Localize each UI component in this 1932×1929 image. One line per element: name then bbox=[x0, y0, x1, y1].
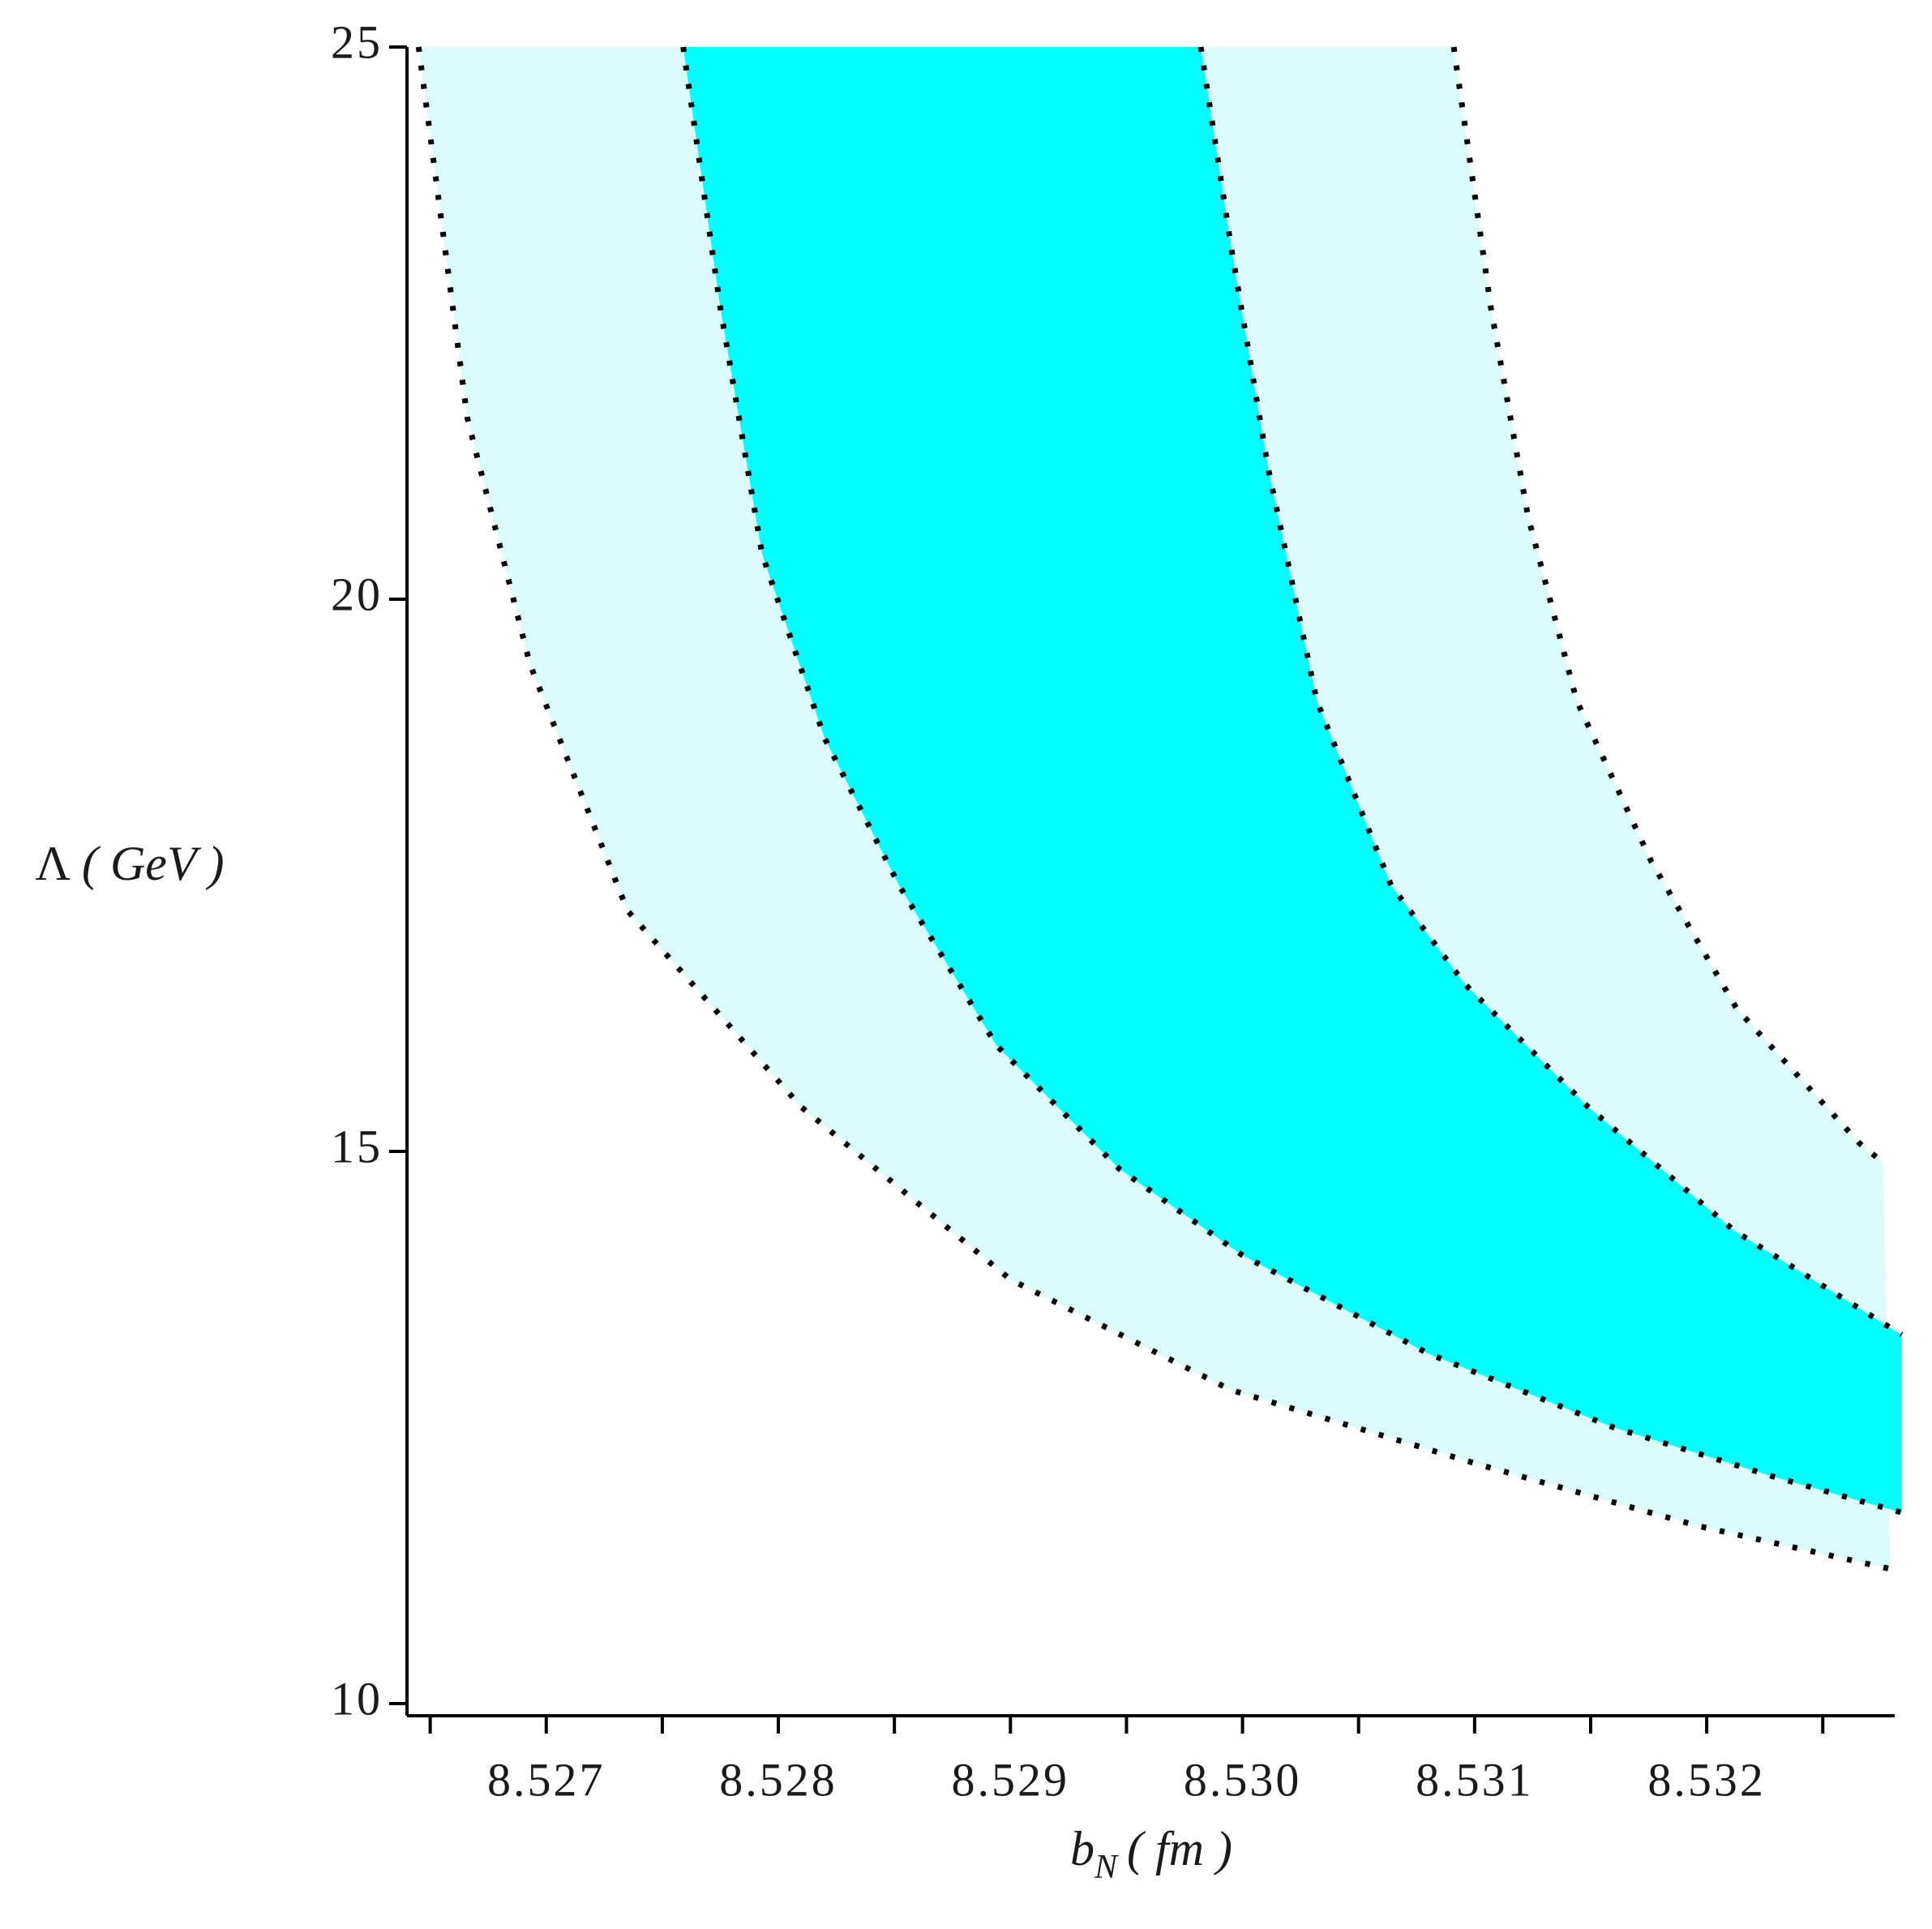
x-tick-label: 8.532 bbox=[1647, 1753, 1766, 1806]
y-axis-label: Λ( GeV ) bbox=[35, 837, 224, 890]
x-tick-label: 8.527 bbox=[487, 1753, 606, 1806]
y-tick-label: 20 bbox=[331, 568, 383, 620]
x-unit: ( fm ) bbox=[1127, 1822, 1232, 1875]
x-tick-label: 8.530 bbox=[1184, 1753, 1302, 1806]
x-symbol: b bbox=[1070, 1822, 1095, 1875]
boundary-curve bbox=[1197, 46, 1904, 1338]
y-tick-label: 25 bbox=[331, 15, 383, 68]
x-tick-label: 8.531 bbox=[1416, 1753, 1534, 1806]
y-tick-label: 15 bbox=[331, 1120, 383, 1172]
y-tick-label: 10 bbox=[331, 1672, 383, 1725]
x-subscript: N bbox=[1094, 1849, 1119, 1886]
y-symbol: Λ bbox=[35, 837, 71, 890]
y-unit: ( GeV ) bbox=[82, 837, 225, 890]
axes: 10 15 20 25 8.527 8.528 8.529 8.530 8.531 8.532 bbox=[331, 15, 1895, 1806]
x-tick-label: 8.528 bbox=[719, 1753, 837, 1806]
fills bbox=[418, 47, 1902, 1569]
x-tick-label: 8.529 bbox=[952, 1753, 1070, 1806]
x-axis-label: bN( fm ) bbox=[1070, 1822, 1232, 1886]
inner-band bbox=[683, 47, 1902, 1513]
curves bbox=[415, 46, 1904, 1572]
boundary-curve bbox=[415, 46, 1891, 1572]
boundary-curve bbox=[1450, 46, 1885, 1165]
